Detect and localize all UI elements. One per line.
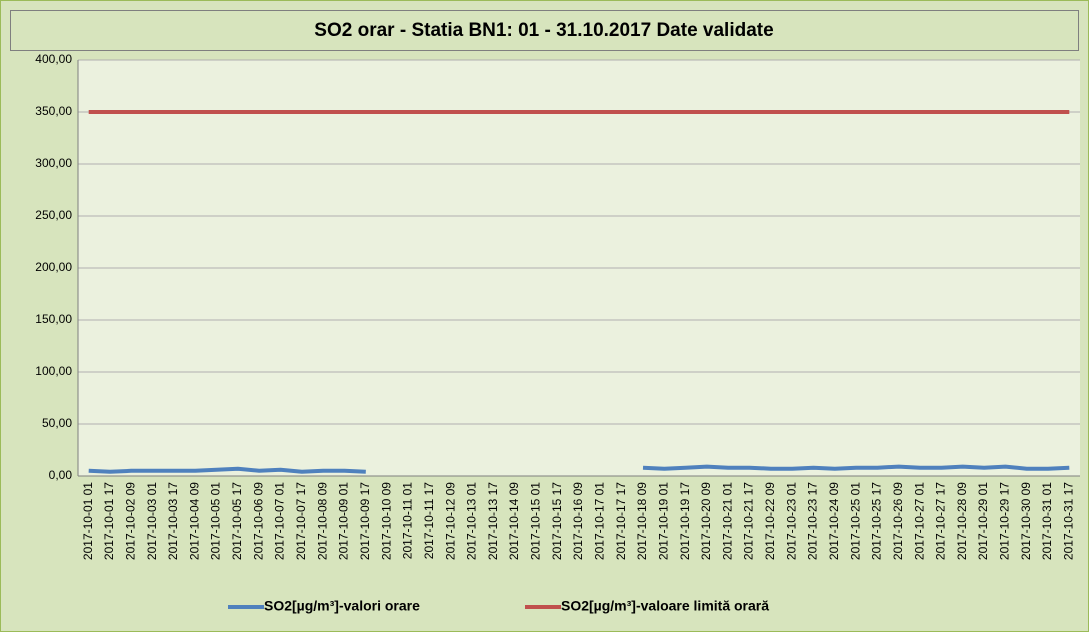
x-tick-label: 2017-10-24 09 xyxy=(827,482,841,560)
title-box xyxy=(10,10,1079,51)
x-tick-label: 2017-10-07 17 xyxy=(294,482,308,560)
x-tick-label: 2017-10-17 17 xyxy=(614,482,628,560)
x-tick-label: 2017-10-13 17 xyxy=(486,482,500,560)
x-tick-label: 2017-10-10 09 xyxy=(379,482,393,560)
x-tick-label: 2017-10-21 01 xyxy=(720,482,734,560)
x-tick-label: 2017-10-23 17 xyxy=(806,482,820,560)
x-tick-label: 2017-10-05 01 xyxy=(209,482,223,560)
x-tick-label: 2017-10-18 09 xyxy=(635,482,649,560)
x-tick-label: 2017-10-19 01 xyxy=(656,482,670,560)
x-tick-label: 2017-10-31 01 xyxy=(1040,482,1054,560)
x-tick-label: 2017-10-29 01 xyxy=(976,482,990,560)
x-tick-label: 2017-10-08 09 xyxy=(315,482,329,560)
y-tick-label: 400,00 xyxy=(35,52,72,66)
x-tick-label: 2017-10-07 01 xyxy=(273,482,287,560)
y-tick-label: 150,00 xyxy=(35,312,72,326)
chart-title: SO2 orar - Statia BN1: 01 - 31.10.2017 D… xyxy=(314,20,773,41)
x-tick-label: 2017-10-19 17 xyxy=(678,482,692,560)
x-tick-label: 2017-10-25 01 xyxy=(848,482,862,560)
legend-label: SO2[µg/m³]-valori orare xyxy=(264,598,420,614)
x-tick-label: 2017-10-02 09 xyxy=(123,482,137,560)
x-tick-label: 2017-10-29 17 xyxy=(998,482,1012,560)
x-tick-label: 2017-10-15 01 xyxy=(529,482,543,560)
x-tick-label: 2017-10-13 01 xyxy=(465,482,479,560)
x-tick-label: 2017-10-27 17 xyxy=(934,482,948,560)
y-tick-label: 200,00 xyxy=(35,260,72,274)
y-tick-label: 0,00 xyxy=(49,468,73,482)
x-tick-label: 2017-10-30 09 xyxy=(1019,482,1033,560)
x-tick-label: 2017-10-15 17 xyxy=(550,482,564,560)
x-tick-label: 2017-10-27 01 xyxy=(912,482,926,560)
x-tick-label: 2017-10-05 17 xyxy=(230,482,244,560)
x-tick-label: 2017-10-14 09 xyxy=(507,482,521,560)
x-tick-label: 2017-10-09 17 xyxy=(358,482,372,560)
x-tick-label: 2017-10-20 09 xyxy=(699,482,713,560)
x-tick-label: 2017-10-11 01 xyxy=(401,482,415,560)
x-tick-label: 2017-10-22 09 xyxy=(763,482,777,560)
x-tick-label: 2017-10-25 17 xyxy=(870,482,884,560)
legend-label: SO2[µg/m³]-valoare limită orară xyxy=(561,598,769,614)
x-tick-label: 2017-10-21 17 xyxy=(742,482,756,560)
x-tick-label: 2017-10-17 01 xyxy=(592,482,606,560)
x-tick-label: 2017-10-03 17 xyxy=(166,482,180,560)
y-tick-label: 50,00 xyxy=(42,416,72,430)
x-tick-label: 2017-10-28 09 xyxy=(955,482,969,560)
x-tick-label: 2017-10-01 17 xyxy=(102,482,116,560)
y-tick-label: 250,00 xyxy=(35,208,72,222)
x-tick-label: 2017-10-01 01 xyxy=(81,482,95,560)
x-tick-label: 2017-10-09 01 xyxy=(337,482,351,560)
y-tick-label: 350,00 xyxy=(35,104,72,118)
x-tick-label: 2017-10-31 17 xyxy=(1062,482,1076,560)
y-tick-label: 300,00 xyxy=(35,156,72,170)
x-tick-label: 2017-10-12 09 xyxy=(443,482,457,560)
y-tick-label: 100,00 xyxy=(35,364,72,378)
x-tick-label: 2017-10-11 17 xyxy=(422,482,436,560)
x-tick-label: 2017-10-03 01 xyxy=(145,482,159,560)
x-tick-label: 2017-10-04 09 xyxy=(187,482,201,560)
x-tick-label: 2017-10-06 09 xyxy=(251,482,265,560)
series-line xyxy=(88,464,1070,474)
x-tick-label: 2017-10-16 09 xyxy=(571,482,585,560)
x-tick-label: 2017-10-23 01 xyxy=(784,482,798,560)
x-tick-label: 2017-10-26 09 xyxy=(891,482,905,560)
